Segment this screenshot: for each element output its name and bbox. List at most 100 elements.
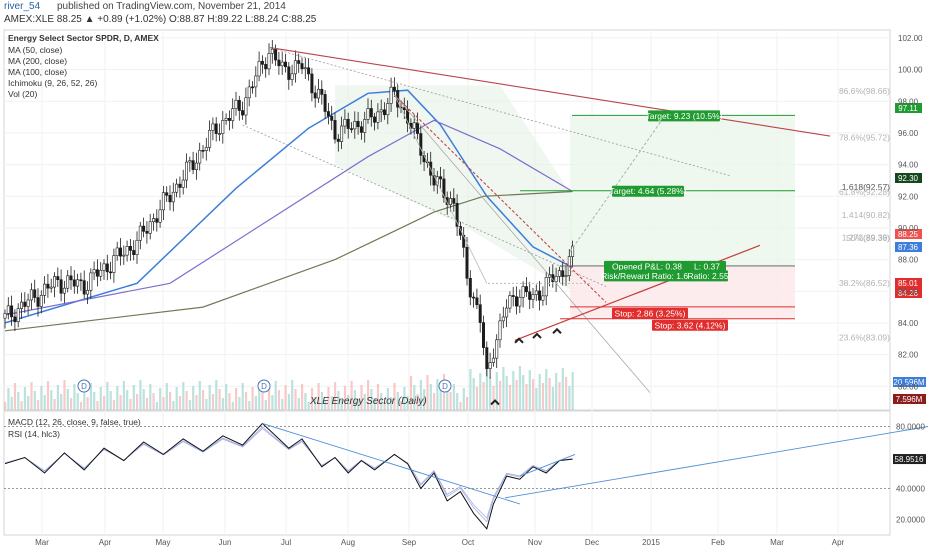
candle [340, 116, 344, 150]
volume-bar [446, 383, 449, 410]
candle [274, 44, 278, 66]
volume-bar [561, 368, 564, 410]
volume-bar [317, 383, 320, 410]
author-name[interactable]: river_54 [4, 1, 41, 12]
volume-bar [383, 402, 386, 410]
svg-text:Stop: 3.62 (4.12%): Stop: 3.62 (4.12%) [655, 320, 726, 330]
symbol-legend[interactable]: Energy Select Sector SPDR, D, AMEX [8, 33, 159, 43]
candle [363, 111, 367, 143]
trade-box-pnl[interactable]: Ratio: 2.55 [687, 270, 729, 282]
dividend-marker[interactable]: D [77, 379, 91, 393]
price-axis-tag: 92.30 [895, 173, 922, 183]
y-tick-label: 94.00 [898, 161, 919, 170]
x-tick-label: Apr [832, 538, 845, 547]
trade-box-stop[interactable]: Stop: 2.86 (3.25%) [612, 307, 688, 319]
resistance-trendline[interactable] [268, 46, 831, 137]
candle [72, 270, 76, 294]
trade-box-pnl[interactable]: Risk/Reward Ratio: 1.62 [601, 270, 693, 282]
candle [382, 102, 386, 120]
trade-box-pnl[interactable]: L: 0.37 [688, 260, 726, 272]
volume-bar [320, 392, 323, 410]
volume-bar [337, 391, 340, 410]
volume-bar [304, 393, 307, 410]
candle [33, 279, 37, 303]
dividend-marker[interactable]: D [257, 379, 271, 393]
volume-legend[interactable]: Vol (20) [8, 89, 38, 99]
volume-bar [63, 380, 66, 410]
candle [491, 348, 495, 367]
volume-bar [172, 401, 175, 410]
y-tick-label: 80.00 [898, 382, 919, 391]
candle [303, 57, 307, 80]
volume-bar [96, 401, 99, 410]
candle [505, 299, 509, 328]
volume-bar [423, 389, 426, 410]
volume-bar [310, 388, 314, 410]
rsi-legend[interactable]: RSI (14, hlc3) [8, 429, 60, 439]
candle [10, 295, 14, 326]
macd-legend[interactable]: MACD (12, 26, close, 9, false, true) [8, 417, 141, 427]
candle [115, 241, 119, 261]
candle [105, 254, 109, 281]
trade-box-target[interactable]: Target: 9.23 (10.5%) [645, 110, 723, 122]
price-axis-tag: 84.26 [895, 288, 922, 298]
candle [475, 288, 479, 309]
candle [254, 66, 258, 98]
volume-bar [360, 385, 363, 410]
candle [135, 231, 139, 264]
candle [145, 221, 149, 244]
volume-bar [116, 386, 119, 410]
candle [168, 185, 172, 211]
ma100-legend[interactable]: MA (100, close) [8, 67, 68, 77]
candle [557, 266, 561, 283]
volume-bar [482, 382, 485, 410]
volume-bar [334, 382, 337, 410]
volume-bar [301, 384, 304, 410]
volume-bar [17, 392, 20, 410]
candle [178, 176, 182, 198]
trade-box-pnl[interactable]: Opened P&L: 0.38 [604, 260, 690, 272]
volume-bar [287, 394, 290, 410]
volume-bar [235, 388, 238, 410]
candle [521, 281, 525, 308]
volume-bar [248, 401, 251, 410]
trade-box-target[interactable]: Target: 4.64 (5.28%) [609, 185, 687, 197]
candle [218, 123, 222, 142]
volume-bar [119, 395, 122, 410]
candle [198, 142, 202, 171]
candle [43, 276, 47, 304]
trade-box-stop[interactable]: Stop: 3.62 (4.12%) [652, 319, 728, 331]
volume-bar [340, 400, 343, 410]
volume-bar [429, 384, 432, 410]
candle [544, 272, 548, 306]
ichimoku-legend[interactable]: Ichimoku (9, 26, 52, 26) [8, 78, 98, 88]
volume-bar [456, 393, 459, 410]
dividend-marker[interactable]: D [438, 379, 452, 393]
candle [251, 81, 255, 94]
candle [237, 95, 241, 121]
volume-bar [281, 399, 284, 410]
ma-line-3 [4, 190, 573, 332]
candle [267, 43, 271, 76]
volume-bar [522, 375, 525, 410]
volume-bar [512, 371, 515, 410]
ma50-legend[interactable]: MA (50, close) [8, 45, 63, 55]
candle [95, 259, 99, 287]
candle [313, 85, 317, 108]
ma200-legend[interactable]: MA (200, close) [8, 56, 68, 66]
candle [293, 50, 297, 83]
volume-bar [466, 397, 469, 410]
volume-bar [188, 400, 191, 410]
candle [112, 248, 116, 283]
volume-bar [571, 372, 574, 410]
y-tick-label: 92.00 [898, 192, 919, 201]
candle [132, 240, 136, 261]
y-tick-label: 102.00 [898, 34, 923, 43]
candle [465, 237, 469, 286]
volume-bar [538, 374, 541, 410]
y-tick-label: 96.00 [898, 129, 919, 138]
candle [320, 80, 324, 105]
volume-bar [43, 395, 46, 410]
volume-bar [363, 394, 366, 410]
